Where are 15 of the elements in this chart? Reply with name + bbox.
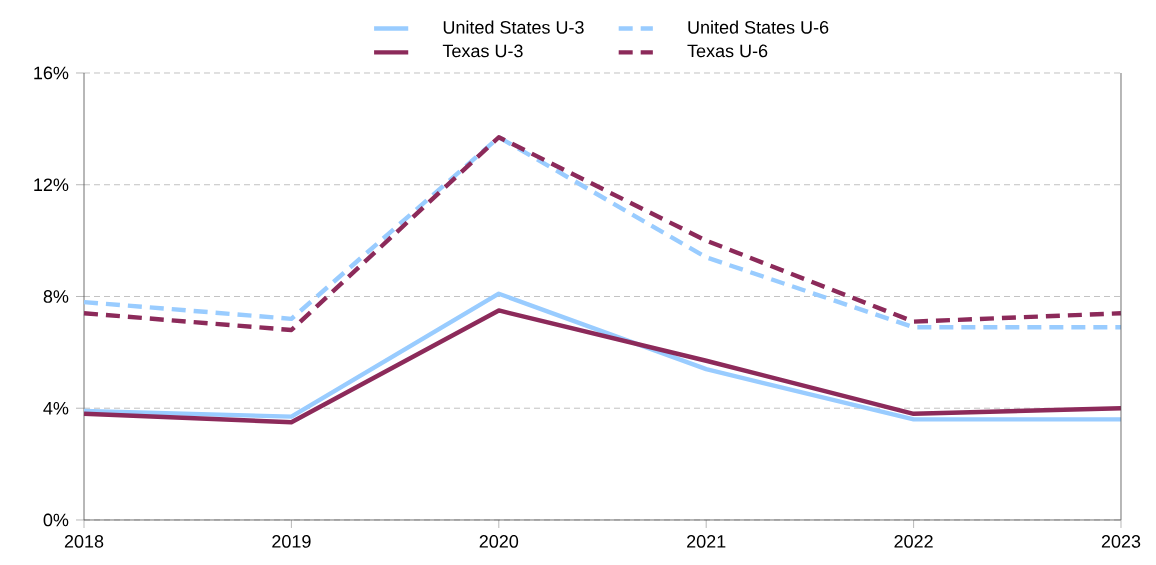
y-tick-label: 0% xyxy=(43,513,69,527)
x-tick-label: 2023 xyxy=(1101,535,1141,548)
y-tick-label: 8% xyxy=(43,290,69,303)
x-tick-label: 2018 xyxy=(64,535,104,548)
y-tick-label: 4% xyxy=(43,401,69,415)
x-tick-label: 2019 xyxy=(272,535,311,548)
legend-label: United States U-6 xyxy=(688,20,829,34)
legend-label: Texas U-3 xyxy=(442,44,523,58)
x-tick-label: 2022 xyxy=(894,535,933,548)
legend-label: United States U-3 xyxy=(443,20,584,34)
legend-label: Texas U-6 xyxy=(687,44,768,58)
x-tick-label: 2020 xyxy=(479,535,519,548)
x-tick-label: 2021 xyxy=(687,535,726,548)
y-tick-label: 12% xyxy=(34,178,69,192)
y-tick-label: 16% xyxy=(34,66,69,80)
